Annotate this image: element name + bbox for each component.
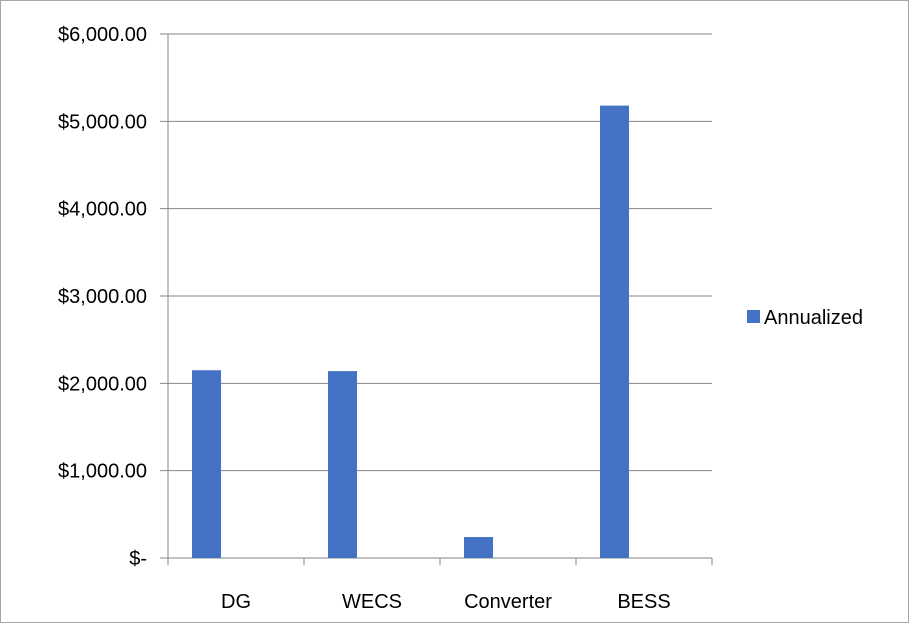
x-tick-label: WECS — [342, 591, 402, 613]
axes — [160, 34, 713, 565]
x-tick-label: BESS — [617, 591, 670, 613]
legend-swatch-annualized — [747, 310, 760, 323]
tick-labels: $- $1,000.00 $2,000.00 $3,000.00 $4,000.00 $5… — [58, 24, 671, 613]
gridlines — [160, 33, 712, 472]
x-tick-label: DG — [221, 591, 251, 613]
bar-converter — [464, 537, 493, 558]
y-tick-label: $5,000.00 — [58, 111, 147, 133]
y-tick-label: $2,000.00 — [58, 373, 147, 395]
y-tick-label: $4,000.00 — [58, 199, 147, 221]
legend-label-annualized: Annualized — [764, 307, 863, 329]
bar-bess — [600, 105, 629, 558]
x-tick-label: Converter — [464, 591, 552, 613]
y-tick-label: $1,000.00 — [58, 461, 147, 483]
bar-dg — [192, 370, 221, 558]
y-tick-label: $- — [129, 548, 147, 570]
y-tick-label: $6,000.00 — [58, 24, 147, 46]
bars — [192, 105, 629, 558]
bar-wecs — [328, 371, 357, 558]
y-tick-label: $3,000.00 — [58, 286, 147, 308]
legend: Annualized — [747, 307, 863, 329]
